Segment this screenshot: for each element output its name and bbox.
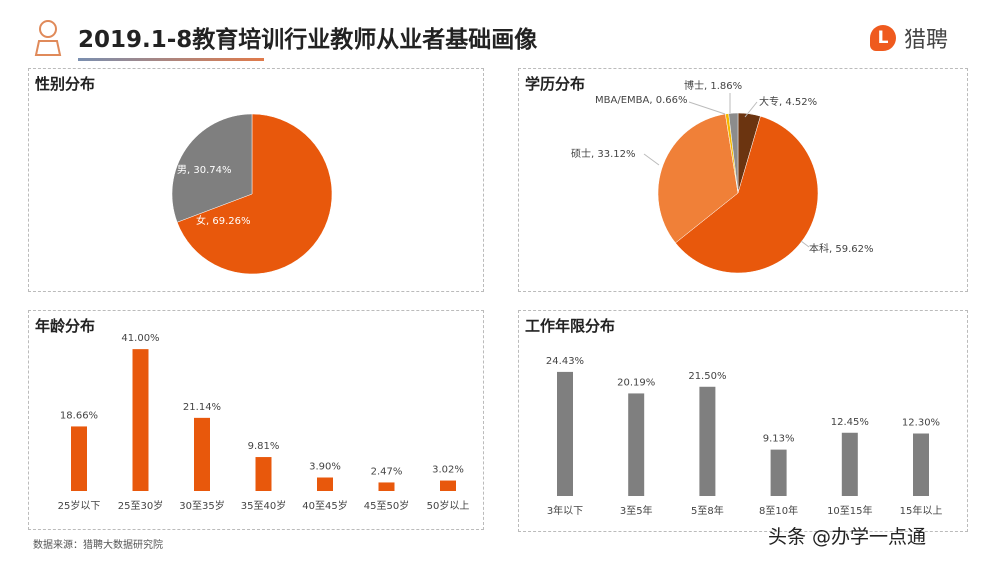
bar-value-label: 9.81% [248, 441, 280, 452]
panel-title: 学历分布 [525, 75, 586, 93]
logo-mark-icon: L [870, 25, 896, 51]
bar [132, 349, 149, 491]
bar [699, 386, 716, 496]
experience-panel: 工作年限分布 24.43% 3年以下 20.19% 3至5年 21.50% 5至8年 9.13… [518, 310, 968, 532]
category-label: 3至5年 [620, 504, 653, 517]
bar [378, 482, 395, 491]
category-label: 8至10年 [759, 504, 798, 517]
page-title: 2019.1-8教育培训行业教师从业者基础画像 [78, 27, 538, 53]
category-label: 45至50岁 [364, 499, 409, 512]
bar [913, 433, 929, 496]
category-label: 5至8年 [691, 504, 724, 517]
bar [841, 432, 858, 496]
leader-line [744, 101, 758, 118]
slice-label: 硕士, 33.12% [571, 147, 636, 160]
category-label: 15年以上 [900, 504, 943, 517]
bar-value-label: 3.90% [309, 462, 341, 473]
slice-label: 本科, 59.62% [809, 242, 874, 255]
bar [440, 480, 456, 491]
bar-value-label: 18.66% [60, 410, 98, 421]
watermark: 头条 @办学一点通 [768, 526, 927, 548]
bar-value-label: 20.19% [617, 377, 655, 388]
slice-label: 博士, 1.86% [684, 79, 742, 92]
category-label: 50岁以上 [427, 499, 470, 512]
slice-label: MBA/EMBA, 0.66% [595, 95, 687, 106]
panel-title: 工作年限分布 [525, 317, 616, 335]
teacher-avatar-icon [34, 20, 62, 56]
bar [557, 371, 573, 496]
panel-title: 性别分布 [35, 75, 96, 93]
leader-line [800, 240, 810, 248]
bar [255, 457, 272, 491]
category-label: 35至40岁 [241, 499, 286, 512]
bar-value-label: 21.50% [688, 371, 726, 382]
slice-label: 男, 30.74% [177, 164, 232, 176]
slice-label: 大专, 4.52% [759, 95, 817, 108]
pie-slice [176, 113, 333, 275]
bar-value-label: 24.43% [546, 356, 584, 367]
pie-slice [675, 115, 819, 274]
bar-value-label: 3.02% [432, 465, 464, 476]
leader-line [688, 101, 726, 115]
bar-value-label: 9.13% [763, 434, 795, 445]
education-panel: 学历分布大专, 4.52% 本科, 59.62% 硕士, 33.12% MBA/EMB… [518, 68, 968, 292]
slice-label: 女, 69.26% [196, 214, 251, 227]
data-source: 数据来源：猎聘大数据研究院 [33, 540, 163, 551]
age-panel: 年龄分布 18.66% 25岁以下 41.00% 25至30岁 21.14% 30至35岁 9… [28, 310, 484, 530]
category-label: 40至45岁 [302, 499, 347, 512]
bar [71, 426, 87, 491]
bar-value-label: 21.14% [183, 402, 221, 413]
panel-title: 年龄分布 [35, 317, 96, 335]
category-label: 10至15年 [827, 504, 872, 517]
gender-panel: 性别分布女, 69.26% 男, 30.74% [28, 68, 484, 292]
bar-value-label: 12.45% [831, 417, 869, 428]
bar-value-label: 41.00% [121, 333, 159, 344]
pie-slice [171, 113, 253, 223]
bar-value-label: 12.30% [902, 418, 940, 429]
bar [770, 449, 787, 496]
category-label: 30至35岁 [179, 499, 224, 512]
title-underline [78, 58, 264, 61]
bar [194, 417, 210, 491]
bar [628, 393, 645, 496]
pie-slice [728, 112, 739, 194]
liepin-logo: L 猎聘 [870, 22, 948, 54]
bar [317, 477, 333, 491]
category-label: 3年以下 [547, 504, 583, 517]
logo-text: 猎聘 [904, 28, 949, 53]
category-label: 25至30岁 [118, 499, 163, 512]
pie-slice [657, 113, 739, 244]
leader-line [643, 153, 660, 166]
bar-value-label: 2.47% [371, 466, 403, 477]
category-label: 25岁以下 [58, 499, 101, 512]
